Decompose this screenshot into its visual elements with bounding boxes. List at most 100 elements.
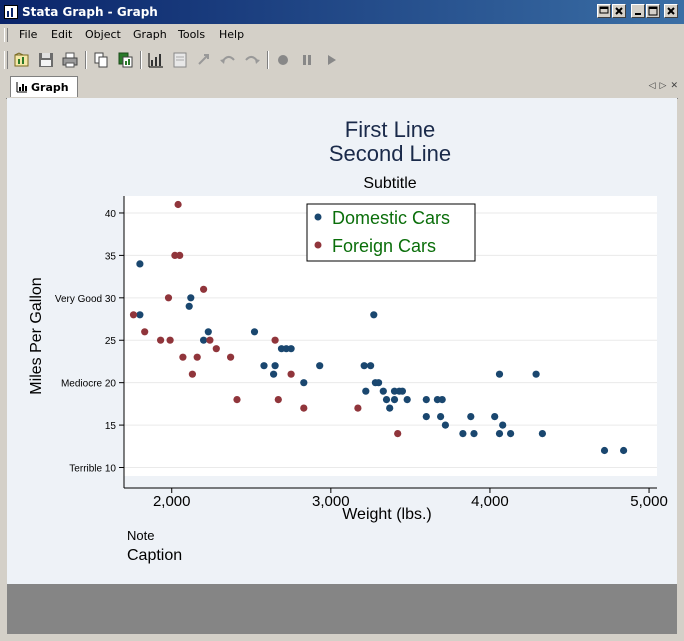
x-axis-ticks: 2,000 3,000 4,000 5,000 (153, 488, 668, 510)
domestic-car-point (204, 328, 212, 336)
domestic-car-point (271, 362, 279, 370)
record-icon[interactable] (273, 50, 293, 70)
domestic-car-point (185, 302, 193, 310)
copy-graph-icon[interactable] (115, 50, 135, 70)
foreign-car-point (200, 285, 208, 293)
foreign-car-point (141, 328, 149, 336)
domestic-car-point (398, 387, 406, 395)
tab-nav: ◁ ▷ ✕ (645, 80, 678, 91)
foreign-car-point (188, 370, 196, 378)
tab-graph-label: Graph (31, 81, 69, 94)
domestic-car-point (422, 396, 430, 404)
undo-icon[interactable] (218, 50, 238, 70)
menu-edit[interactable]: Edit (51, 28, 73, 41)
x-tick-label: 5,000 (630, 493, 668, 510)
tab-strip: Graph ◁ ▷ ✕ (6, 76, 678, 99)
new-graph-icon[interactable] (12, 50, 32, 70)
tab-next-icon[interactable]: ▷ (659, 80, 667, 90)
legend-marker-foreign (314, 241, 322, 249)
toolbar-separator (267, 51, 269, 69)
toolbar (0, 47, 684, 73)
foreign-car-point (287, 370, 295, 378)
foreign-car-point (212, 345, 220, 353)
legend-label-domestic: Domestic Cars (332, 208, 450, 228)
domestic-car-point (467, 413, 475, 421)
chart-note: Note (127, 528, 154, 543)
chart-title-line1: First Line (345, 117, 435, 142)
y-tick-label: Terrible 10 (69, 464, 116, 475)
chart-subtitle: Subtitle (363, 175, 416, 192)
domestic-car-point (470, 430, 478, 438)
redo-icon[interactable] (242, 50, 262, 70)
graph-tab-icon (16, 82, 27, 93)
scatter-chart: First Line Second Line Subtitle Terrible… (28, 117, 668, 564)
domestic-car-point (403, 396, 411, 404)
copy-icon[interactable] (91, 50, 111, 70)
pause-icon[interactable] (297, 50, 317, 70)
domestic-car-point (136, 260, 144, 268)
foreign-car-point (193, 353, 201, 361)
foreign-car-point (394, 430, 402, 438)
domestic-car-point (367, 362, 375, 370)
domestic-car-point (459, 430, 467, 438)
restore-down-icon[interactable] (597, 4, 611, 18)
menu-help[interactable]: Help (219, 28, 245, 41)
x-tick-label: 2,000 (153, 493, 191, 510)
domestic-car-point (422, 413, 430, 421)
print-icon[interactable] (60, 50, 80, 70)
domestic-car-point (600, 446, 609, 455)
domestic-car-point (375, 379, 383, 387)
x-tick-label: 3,000 (312, 493, 350, 510)
graph-editor-icon[interactable] (146, 50, 166, 70)
foreign-car-point (227, 353, 235, 361)
domestic-car-point (362, 387, 370, 395)
menu-grip (4, 28, 8, 42)
domestic-car-point (386, 404, 394, 412)
foreign-car-point (354, 404, 362, 412)
domestic-car-point (538, 430, 547, 438)
foreign-car-point (179, 353, 187, 361)
close-doc-icon[interactable] (612, 4, 626, 18)
save-icon[interactable] (36, 50, 56, 70)
domestic-car-point (136, 311, 144, 319)
domestic-car-point (360, 362, 368, 370)
menu-tools[interactable]: Tools (178, 28, 206, 41)
domestic-car-point (382, 396, 391, 404)
domestic-car-point (370, 311, 378, 319)
tab-close-icon[interactable]: ✕ (670, 80, 678, 90)
domestic-car-point (187, 294, 195, 302)
y-tick-label: Mediocre 20 (61, 379, 116, 390)
foreign-car-point (157, 336, 165, 344)
domestic-car-point (300, 379, 308, 387)
domestic-car-point (532, 370, 540, 378)
y-tick-label: 35 (105, 251, 117, 262)
tab-prev-icon[interactable]: ◁ (648, 80, 656, 90)
foreign-car-point (271, 336, 279, 344)
menu-graph[interactable]: Graph (133, 28, 167, 41)
domestic-car-point (437, 413, 445, 421)
tab-graph[interactable]: Graph (10, 76, 78, 97)
play-icon[interactable] (321, 50, 341, 70)
foreign-car-point (174, 200, 182, 209)
maximize-window-button[interactable] (646, 4, 660, 18)
toolbar-grip (4, 51, 8, 69)
menu-file[interactable]: File (19, 28, 38, 41)
pointer-icon[interactable] (194, 50, 214, 70)
domestic-car-point (287, 345, 295, 353)
legend-label-foreign: Foreign Cars (332, 236, 436, 256)
grid-edit-icon[interactable] (170, 50, 190, 70)
foreign-car-point (274, 396, 282, 404)
gridlines (124, 212, 657, 469)
menu-object[interactable]: Object (85, 28, 121, 41)
window-titlebar: Stata Graph - Graph (0, 0, 684, 24)
y-axis-ticks: Terrible 10 15 Mediocre 20 25 Very Good 30 35… (55, 209, 124, 475)
domestic-car-point (620, 446, 628, 455)
domestic-car-point (438, 396, 446, 404)
foreign-car-point (166, 336, 174, 344)
close-window-button[interactable] (664, 4, 678, 18)
chart-legend: Domestic Cars Foreign Cars (306, 203, 476, 262)
graph-bottom-strip (7, 584, 677, 634)
foreign-car-point (164, 294, 173, 302)
graph-canvas: First Line Second Line Subtitle Terrible… (7, 98, 677, 584)
minimize-window-button[interactable] (631, 4, 645, 18)
